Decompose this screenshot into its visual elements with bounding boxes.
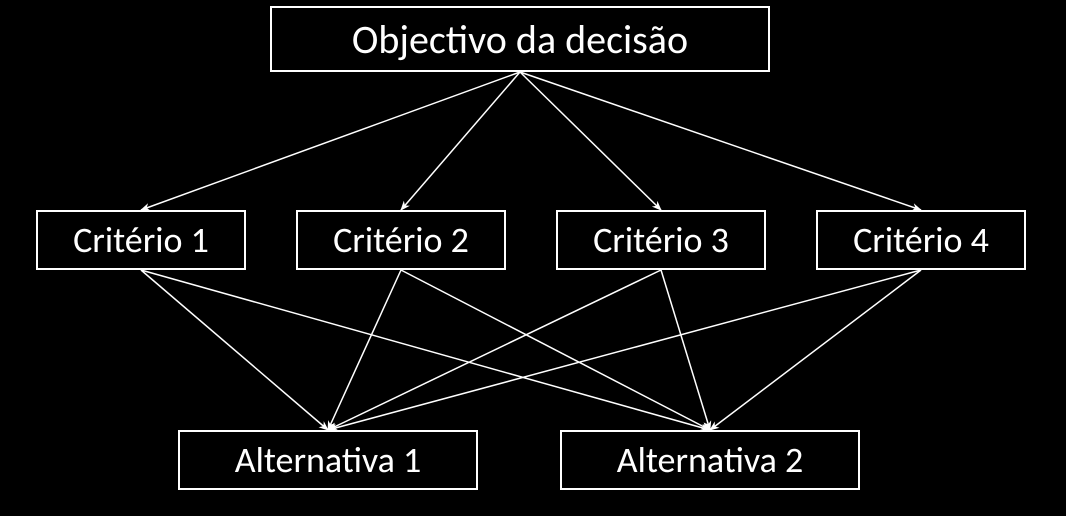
alternative-2-label: Alternativa 2 (617, 438, 803, 482)
edge-crit3-to-alt2 (661, 270, 710, 430)
edge-crit1-to-alt2 (141, 270, 710, 430)
edge-crit1-to-alt1 (141, 270, 328, 430)
criterion-1-node: Critério 1 (36, 210, 246, 270)
criterion-2-label: Critério 2 (333, 218, 469, 262)
alternative-1-label: Alternativa 1 (235, 438, 421, 482)
edge-crit4-to-alt1 (328, 270, 921, 430)
alternative-2-node: Alternativa 2 (560, 430, 860, 490)
criterion-3-node: Critério 3 (556, 210, 766, 270)
alternative-1-node: Alternativa 1 (178, 430, 478, 490)
edge-crit3-to-alt1 (328, 270, 661, 430)
edge-objective-to-crit2 (401, 72, 520, 210)
objective-node: Objectivo da decisão (270, 6, 770, 72)
criterion-1-label: Critério 1 (73, 218, 209, 262)
criterion-4-node: Critério 4 (816, 210, 1026, 270)
objective-label: Objectivo da decisão (352, 15, 688, 64)
edge-objective-to-crit1 (141, 72, 520, 210)
edge-objective-to-crit3 (520, 72, 661, 210)
criterion-4-label: Critério 4 (853, 218, 989, 262)
edge-crit4-to-alt2 (710, 270, 921, 430)
criterion-3-label: Critério 3 (593, 218, 729, 262)
criterion-2-node: Critério 2 (296, 210, 506, 270)
edge-objective-to-crit4 (520, 72, 921, 210)
edge-crit2-to-alt1 (328, 270, 401, 430)
edge-crit2-to-alt2 (401, 270, 710, 430)
